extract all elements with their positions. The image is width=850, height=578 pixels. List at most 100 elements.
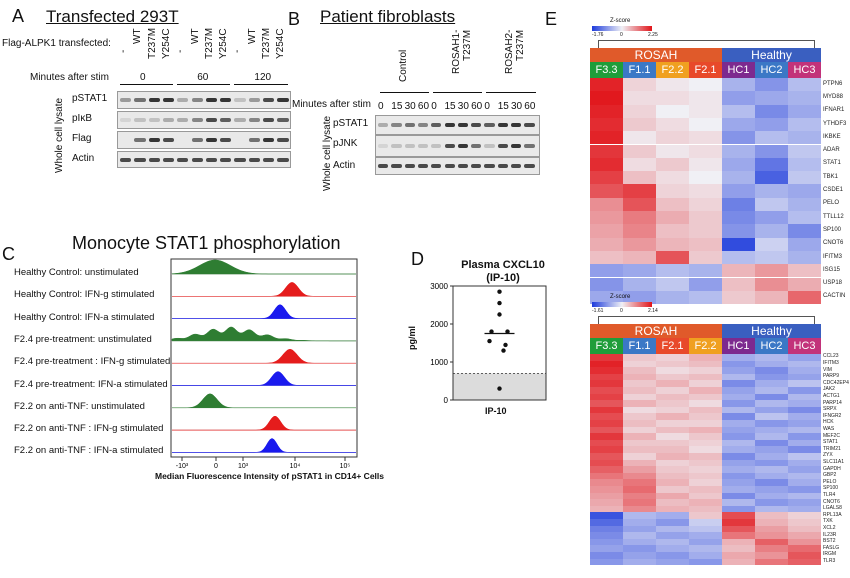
heatmap-cell — [656, 360, 689, 368]
heatmap-cell — [656, 367, 689, 374]
blot-band — [497, 144, 508, 148]
heatmap-cell — [623, 420, 656, 427]
panel-c-row-label: F2.4 pre-treatment: IFN-a stimulated — [14, 378, 168, 390]
heatmap-cell — [590, 525, 623, 533]
heatmap-cell — [755, 439, 788, 447]
blot-band — [497, 123, 508, 127]
panel-b-time-label: 30 — [404, 101, 416, 112]
heatmap-cell — [722, 459, 755, 467]
heatmap-cell — [656, 354, 689, 361]
heatmap-cell — [623, 492, 656, 500]
heatmap-cell — [623, 373, 656, 381]
heatmap-cell — [590, 393, 623, 401]
blot-band — [497, 164, 508, 168]
heatmap-legend-title: Z-score — [610, 294, 631, 300]
heatmap-cell — [755, 250, 788, 265]
heatmap-gene-label: FASLG — [823, 544, 840, 551]
heatmap-cell — [623, 250, 656, 265]
heatmap-cell — [623, 264, 656, 278]
blot-band — [471, 164, 482, 168]
panel-a-time-label: 0 — [140, 72, 146, 83]
histogram-curve — [172, 416, 356, 431]
blot-band — [277, 98, 289, 102]
panel-c-xlabel: Median Fluorescence Intensity of pSTAT1 … — [155, 471, 385, 481]
heatmap-gene-label: PTPN6 — [823, 80, 843, 87]
blot-band — [471, 123, 482, 127]
panel-b-group-label: Control — [398, 50, 409, 83]
blot-band — [220, 118, 232, 122]
heatmap-cell — [755, 277, 788, 291]
heatmap-gene-label: TLR4 — [823, 491, 836, 498]
heatmap-legend-tick: 2.14 — [648, 308, 658, 314]
heatmap-cell — [590, 78, 623, 92]
panel-a-row-label: Actin — [72, 153, 95, 164]
heatmap-cell — [689, 472, 722, 480]
heatmap-gene-label: XCL2 — [823, 524, 836, 531]
heatmap-cell — [755, 420, 788, 427]
blot-band — [484, 164, 495, 168]
scatter-point — [497, 312, 502, 317]
panel-a-blot — [117, 111, 291, 129]
heatmap-cell — [590, 354, 623, 361]
heatmap-cell — [623, 91, 656, 105]
heatmap-legend-tick: 0 — [620, 308, 623, 314]
scatter-point — [497, 386, 502, 391]
heatmap-cell — [623, 505, 656, 513]
heatmap-cell — [722, 290, 755, 305]
heatmap-legend-title: Z-score — [610, 18, 631, 24]
blot-band — [444, 164, 455, 168]
heatmap-cell — [788, 264, 821, 278]
heatmap-cell — [623, 380, 656, 387]
heatmap-gene-label: CCL23 — [823, 353, 839, 360]
heatmap-cell — [788, 479, 821, 486]
heatmap-cell — [722, 479, 755, 486]
heatmap-cell — [689, 446, 722, 453]
heatmap-cell — [722, 512, 755, 519]
heatmap-cell — [656, 453, 689, 460]
heatmap-cell — [788, 420, 821, 427]
heatmap-cell — [590, 367, 623, 374]
heatmap-cell — [788, 144, 821, 158]
panel-b-letter: B — [288, 9, 301, 29]
heatmap-cell — [590, 131, 623, 145]
heatmap-cell — [689, 237, 722, 251]
blot-band — [162, 98, 175, 102]
panel-a-lane-label: WT — [132, 28, 144, 44]
heatmap-cell — [689, 406, 722, 414]
heatmap-cell — [689, 360, 722, 368]
heatmap-cell — [590, 558, 623, 566]
blot-band — [134, 138, 146, 142]
heatmap-cell — [788, 387, 821, 394]
blot-band — [191, 118, 203, 122]
heatmap-group-healthy: Healthy — [722, 48, 821, 62]
panel-d-title: Plasma CXCL10 (IP-10) — [448, 259, 558, 285]
heatmap-cell — [722, 367, 755, 374]
blot-band — [404, 123, 415, 127]
heatmap-legend-tick: 2.25 — [648, 32, 658, 38]
heatmap-cell — [623, 104, 656, 118]
blot-band — [177, 157, 189, 162]
heatmap-cell — [623, 171, 656, 185]
heatmap-cell — [656, 78, 689, 92]
scatter-point — [487, 338, 492, 344]
heatmap-cell — [788, 117, 821, 132]
heatmap-gene-label: TXK — [823, 518, 833, 525]
histogram-x-tick-label: 10⁴ — [290, 463, 301, 468]
blot-band — [248, 118, 260, 122]
heatmap-cell — [623, 131, 656, 145]
blot-band — [404, 144, 415, 148]
heatmap-gene-label: VIM — [823, 366, 832, 373]
heatmap-cell — [656, 532, 689, 539]
blot-band — [484, 123, 495, 127]
blot-band — [191, 98, 203, 102]
panel-b-time-label: 0 — [431, 101, 437, 112]
heatmap-gene-label: PELO — [823, 200, 840, 207]
blot-band — [457, 164, 469, 168]
heatmap-cell — [689, 380, 722, 387]
heatmap-cell — [755, 354, 788, 361]
heatmap-cell — [689, 466, 722, 473]
heatmap-cell — [689, 433, 722, 440]
heatmap-gene-label: MEF2C — [823, 432, 840, 439]
panel-a-letter: A — [12, 6, 25, 26]
heatmap-sample-header: F3.3 — [590, 62, 623, 78]
